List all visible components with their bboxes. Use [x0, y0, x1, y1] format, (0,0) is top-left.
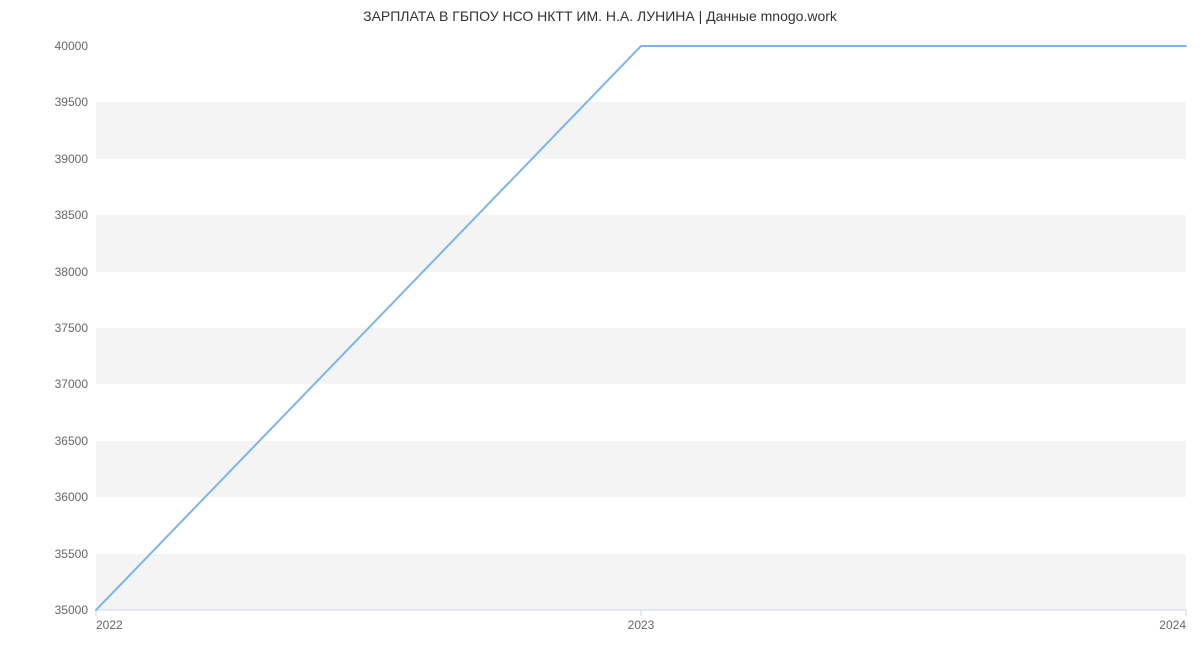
y-tick-label: 36500	[55, 434, 88, 448]
x-tick-label: 2024	[1159, 618, 1186, 632]
y-tick-label: 37000	[55, 377, 88, 391]
y-tick-label: 39000	[55, 152, 88, 166]
y-tick-label: 36000	[55, 490, 88, 504]
salary-chart: ЗАРПЛАТА В ГБПОУ НСО НКТТ ИМ. Н.А. ЛУНИН…	[0, 0, 1200, 650]
chart-svg	[96, 46, 1186, 620]
chart-title: ЗАРПЛАТА В ГБПОУ НСО НКТТ ИМ. Н.А. ЛУНИН…	[0, 8, 1200, 24]
x-tick-label: 2022	[96, 618, 123, 632]
y-tick-label: 39500	[55, 95, 88, 109]
series-line	[96, 46, 1186, 610]
plot-area: 3500035500360003650037000375003800038500…	[96, 46, 1186, 610]
y-tick-label: 35000	[55, 603, 88, 617]
y-tick-label: 35500	[55, 547, 88, 561]
y-tick-label: 38500	[55, 208, 88, 222]
y-tick-label: 40000	[55, 39, 88, 53]
y-tick-label: 37500	[55, 321, 88, 335]
x-tick-label: 2023	[628, 618, 655, 632]
y-tick-label: 38000	[55, 265, 88, 279]
